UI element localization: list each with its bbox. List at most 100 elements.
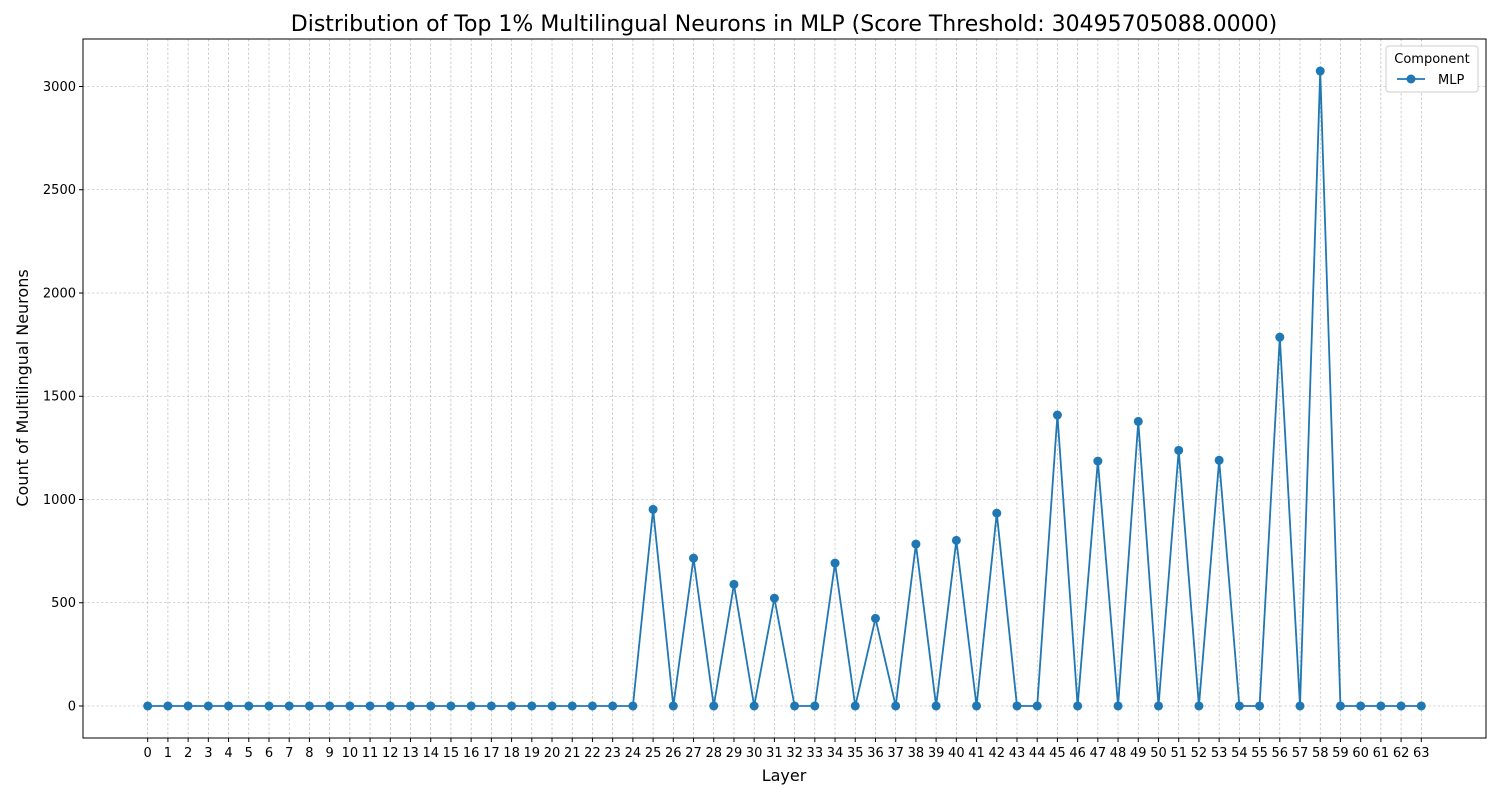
x-tick-label: 59 [1332, 746, 1349, 761]
x-axis-label: Layer [762, 766, 807, 785]
x-tick-label: 1 [164, 746, 172, 761]
x-tick-label: 24 [625, 746, 642, 761]
x-tick-label: 41 [968, 746, 985, 761]
x-tick-label: 54 [1231, 746, 1248, 761]
data-point [163, 701, 173, 711]
x-tick-label: 57 [1292, 746, 1309, 761]
x-tick-label: 17 [483, 746, 500, 761]
x-tick-label: 26 [665, 746, 682, 761]
x-tick-label: 14 [422, 746, 439, 761]
x-tick-label: 39 [928, 746, 945, 761]
data-point [1295, 701, 1305, 711]
x-tick-label: 52 [1191, 746, 1208, 761]
x-tick-label: 11 [362, 746, 379, 761]
data-point [1214, 455, 1224, 465]
x-tick-label: 51 [1170, 746, 1187, 761]
series-line [147, 70, 1422, 707]
data-point [951, 535, 961, 545]
data-point [729, 579, 739, 589]
x-tick-label: 38 [908, 746, 925, 761]
x-tick-label: 8 [305, 746, 313, 761]
x-tick-label: 16 [463, 746, 480, 761]
x-tick-label: 32 [786, 746, 803, 761]
data-point [426, 701, 436, 711]
x-tick-label: 15 [443, 746, 460, 761]
y-tick-label: 3000 [43, 80, 76, 95]
x-tick-label: 36 [867, 746, 884, 761]
x-tick-label: 47 [1090, 746, 1107, 761]
data-point [1255, 701, 1265, 711]
x-tick-label: 50 [1150, 746, 1167, 761]
data-point [931, 701, 941, 711]
data-point [446, 701, 456, 711]
x-tick-label: 27 [685, 746, 702, 761]
data-point [547, 701, 557, 711]
data-point [668, 701, 678, 711]
y-axis-label: Count of Multilingual Neurons [13, 269, 32, 506]
series-mlp [143, 66, 1426, 711]
data-point [850, 701, 860, 711]
data-point [891, 701, 901, 711]
x-tick-label: 13 [402, 746, 419, 761]
y-tick-label: 500 [51, 596, 76, 611]
data-point [870, 613, 880, 623]
x-tick-label: 20 [544, 746, 561, 761]
data-point [183, 701, 193, 711]
data-point [203, 701, 213, 711]
x-tick-label: 23 [604, 746, 621, 761]
x-tick-label: 0 [144, 746, 152, 761]
x-tick-label: 12 [382, 746, 399, 761]
data-point [1052, 410, 1062, 420]
data-point [911, 539, 921, 549]
data-point [709, 701, 719, 711]
x-tick-label: 40 [948, 746, 965, 761]
y-tick-label: 1500 [43, 390, 76, 405]
data-point [284, 701, 294, 711]
x-tick-label: 7 [285, 746, 293, 761]
x-tick-label: 56 [1272, 746, 1289, 761]
data-point [1315, 66, 1325, 76]
chart-title: Distribution of Top 1% Multilingual Neur… [291, 12, 1277, 37]
data-point [567, 701, 577, 711]
x-tick-label: 42 [988, 746, 1005, 761]
x-tick-label: 19 [524, 746, 541, 761]
data-point [810, 701, 820, 711]
data-point [1416, 701, 1426, 711]
data-point [224, 701, 234, 711]
x-tick-label: 58 [1312, 746, 1329, 761]
x-tick-label: 44 [1029, 746, 1046, 761]
x-tick-label: 48 [1110, 746, 1127, 761]
x-tick-label: 46 [1069, 746, 1086, 761]
data-point [587, 701, 597, 711]
legend-label: MLP [1438, 73, 1464, 88]
data-point [527, 701, 537, 711]
y-tick-label: 0 [68, 699, 76, 714]
data-point [992, 508, 1002, 518]
data-point [790, 701, 800, 711]
data-point [1012, 701, 1022, 711]
data-point [1073, 701, 1083, 711]
data-point [1234, 701, 1244, 711]
legend-marker [1406, 74, 1416, 84]
data-point [325, 701, 335, 711]
x-tick-label: 18 [503, 746, 520, 761]
data-point [1396, 701, 1406, 711]
data-point [365, 701, 375, 711]
data-point [1032, 701, 1042, 711]
x-tick-label: 43 [1009, 746, 1026, 761]
x-tick-label: 28 [705, 746, 722, 761]
x-tick-label: 31 [766, 746, 783, 761]
data-point [689, 553, 699, 563]
x-tick-label: 21 [564, 746, 581, 761]
x-tick-label: 60 [1352, 746, 1369, 761]
data-point [304, 701, 314, 711]
x-tick-label: 62 [1393, 746, 1410, 761]
x-tick-label: 53 [1211, 746, 1228, 761]
x-tick-label: 34 [827, 746, 844, 761]
data-point [1133, 416, 1143, 426]
x-tick-label: 3 [204, 746, 212, 761]
data-point [972, 701, 982, 711]
x-tick-label: 25 [645, 746, 662, 761]
data-point [466, 701, 476, 711]
legend: Component MLP [1385, 45, 1479, 93]
